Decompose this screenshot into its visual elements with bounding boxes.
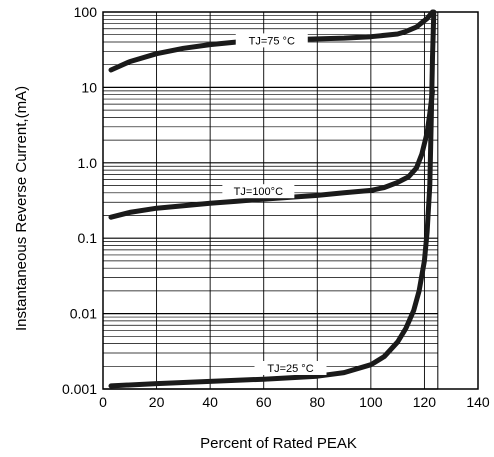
curve-label-t75: TJ=75 °C	[249, 35, 295, 47]
x-tick-label: 80	[309, 394, 325, 410]
curve-label-t75-bg	[235, 33, 308, 48]
plot-frame	[102, 11, 479, 390]
curve-label-t100-bg	[222, 184, 295, 199]
label-layer: TJ=75 °C TJ=100°C TJ=25 °C	[222, 33, 327, 375]
x-tick-label: 0	[99, 394, 107, 410]
y-axis-title: Instantaneous Reverse Current,(mA)	[13, 86, 30, 331]
x-tick-label: 140	[466, 394, 490, 410]
x-axis-title: Percent of Rated PEAK	[200, 435, 357, 452]
y-tick-label: 0.01	[70, 306, 97, 322]
y-tick-label: 100	[74, 4, 98, 20]
series-layer	[108, 9, 437, 389]
y-tick-label: 1.0	[78, 155, 98, 171]
tick-layer: 0 20 40 60 80 100 120 140 0.001 0.01 0.1 1.0 10 100	[62, 4, 490, 410]
y-tick-label: 0.1	[78, 230, 98, 246]
x-tick-label: 40	[202, 394, 218, 410]
curve-label-t25-bg	[254, 360, 327, 375]
series-line-2	[108, 88, 435, 220]
y-tick-label: 10	[81, 79, 97, 95]
curve-label-t25: TJ=25 °C	[267, 363, 313, 375]
curve-label-t100: TJ=100°C	[234, 186, 283, 198]
x-tick-label: 60	[256, 394, 272, 410]
x-tick-label: 20	[149, 394, 165, 410]
x-tick-label: 100	[359, 394, 383, 410]
x-tick-label: 120	[413, 394, 437, 410]
series-line-3	[108, 9, 437, 389]
y-tick-label: 0.001	[62, 381, 97, 397]
